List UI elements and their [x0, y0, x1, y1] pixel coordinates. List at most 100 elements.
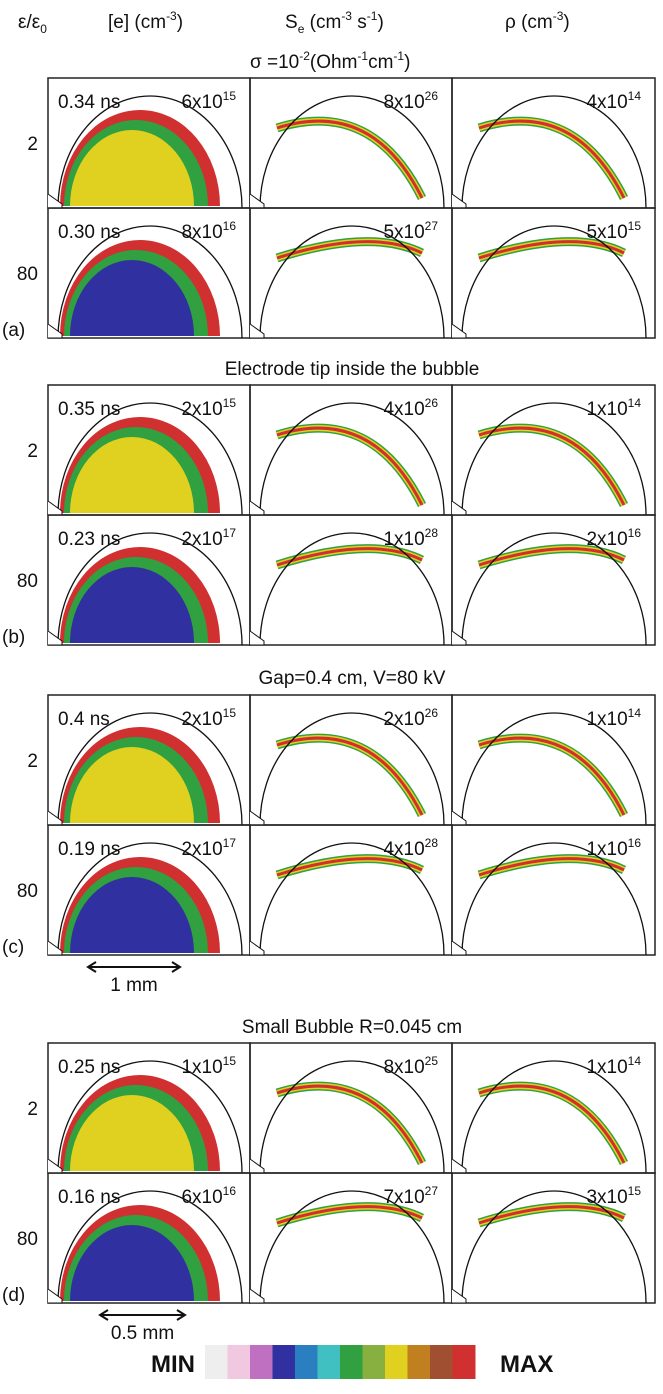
bubble-outline [57, 225, 243, 339]
bubble-outline [259, 1060, 445, 1174]
electrode [47, 1288, 63, 1304]
emission-band [276, 426, 424, 506]
emission-band [276, 547, 423, 567]
eps-label: 80 [17, 881, 38, 902]
time-label: 0.34 ns [58, 92, 120, 113]
plot [249, 402, 445, 516]
value-mantissa: 4x10 [383, 839, 424, 860]
time-label: 0.19 ns [58, 839, 120, 860]
time-label: 0.4 ns [58, 709, 110, 730]
plot [451, 712, 647, 826]
electrode [249, 1288, 265, 1304]
colorbar-swatch [272, 1345, 296, 1379]
scale-label: 1 mm [110, 975, 158, 996]
bubble-outline [461, 402, 647, 516]
value-mantissa: 4x10 [383, 399, 424, 420]
emission-band [478, 547, 625, 567]
bubble-outline [461, 532, 647, 646]
value-mantissa: 2x10 [383, 709, 424, 730]
scale-value: 1x1014 [586, 396, 641, 420]
value-mantissa: 2x10 [181, 529, 222, 550]
plot [249, 95, 445, 209]
section-title: Electrode tip inside the bubble [225, 359, 480, 380]
emission-band [276, 857, 423, 877]
value-mantissa: 3x10 [586, 1187, 627, 1208]
electrode [249, 630, 265, 646]
value-exponent: 16 [223, 219, 237, 233]
bubble-outline [57, 95, 243, 209]
colorbar-swatch [227, 1345, 251, 1379]
value-exponent: 15 [223, 1054, 237, 1068]
colorbar-swatch [340, 1345, 363, 1379]
value-exponent: 15 [628, 219, 642, 233]
time-label: 0.30 ns [58, 222, 120, 243]
eps-label: 80 [17, 264, 38, 285]
bubble-outline [57, 402, 243, 516]
value-exponent: 15 [223, 89, 237, 103]
scale-value: 6x1015 [181, 89, 236, 113]
header-eps: ε/ε0 [18, 12, 47, 36]
plot [451, 1060, 647, 1174]
eps-label: 2 [27, 134, 38, 155]
emission-band [276, 240, 423, 260]
value-exponent: 17 [223, 836, 237, 850]
plot [47, 95, 243, 209]
electrode [451, 1288, 467, 1304]
value-exponent: 16 [223, 1184, 237, 1198]
bubble-outline [461, 712, 647, 826]
colorbar-swatch [362, 1345, 386, 1379]
emission-band [276, 1084, 424, 1164]
electrode [451, 940, 467, 956]
electrode [47, 193, 63, 209]
bubble-outline [57, 1190, 243, 1304]
scale-value: 1x1014 [586, 1054, 641, 1078]
value-exponent: 14 [628, 706, 642, 720]
value-mantissa: 6x10 [181, 1187, 222, 1208]
colorbar-swatch [452, 1345, 476, 1379]
value-exponent: 27 [425, 1184, 439, 1198]
scale-value: 2x1017 [181, 836, 236, 860]
value-exponent: 14 [628, 89, 642, 103]
emission-band [276, 1083, 425, 1165]
colorbar-swatch [295, 1345, 318, 1379]
electrode [451, 500, 467, 516]
density-region [70, 567, 194, 643]
electrode [451, 1158, 467, 1174]
value-mantissa: 5x10 [383, 222, 424, 243]
bubble-outline [461, 225, 647, 339]
scale-value: 1x1015 [181, 1054, 236, 1078]
plot [451, 95, 647, 209]
header-rho: ρ (cm-3) [505, 9, 570, 33]
plot [249, 1190, 445, 1304]
value-mantissa: 7x10 [383, 1187, 424, 1208]
electrode [47, 810, 63, 826]
scale-value: 1x1014 [586, 706, 641, 730]
value-exponent: 15 [223, 396, 237, 410]
scale-value: 7x1027 [383, 1184, 438, 1208]
emission-band [478, 857, 625, 877]
plot [451, 225, 647, 339]
plot [249, 1060, 445, 1174]
plot [451, 1190, 647, 1304]
value-mantissa: 6x10 [181, 92, 222, 113]
scale-value: 2x1026 [383, 706, 438, 730]
value-mantissa: 2x10 [181, 839, 222, 860]
bubble-outline [259, 842, 445, 956]
section-label: (a) [2, 320, 25, 341]
plot [47, 532, 243, 646]
scale-value: 1x1028 [383, 526, 438, 550]
plot [249, 532, 445, 646]
value-exponent: 26 [425, 396, 439, 410]
scale-value: 5x1015 [586, 219, 641, 243]
scale-value: 3x1015 [586, 1184, 641, 1208]
electrode [451, 323, 467, 339]
bubble-outline [259, 225, 445, 339]
emission-band [478, 736, 626, 816]
emission-band [276, 119, 424, 199]
bubble-outline [57, 712, 243, 826]
emission-band [276, 736, 424, 816]
colorbar-swatch [317, 1345, 341, 1379]
cell-frame [451, 207, 656, 339]
scale-value: 6x1016 [181, 1184, 236, 1208]
plot [451, 842, 647, 956]
